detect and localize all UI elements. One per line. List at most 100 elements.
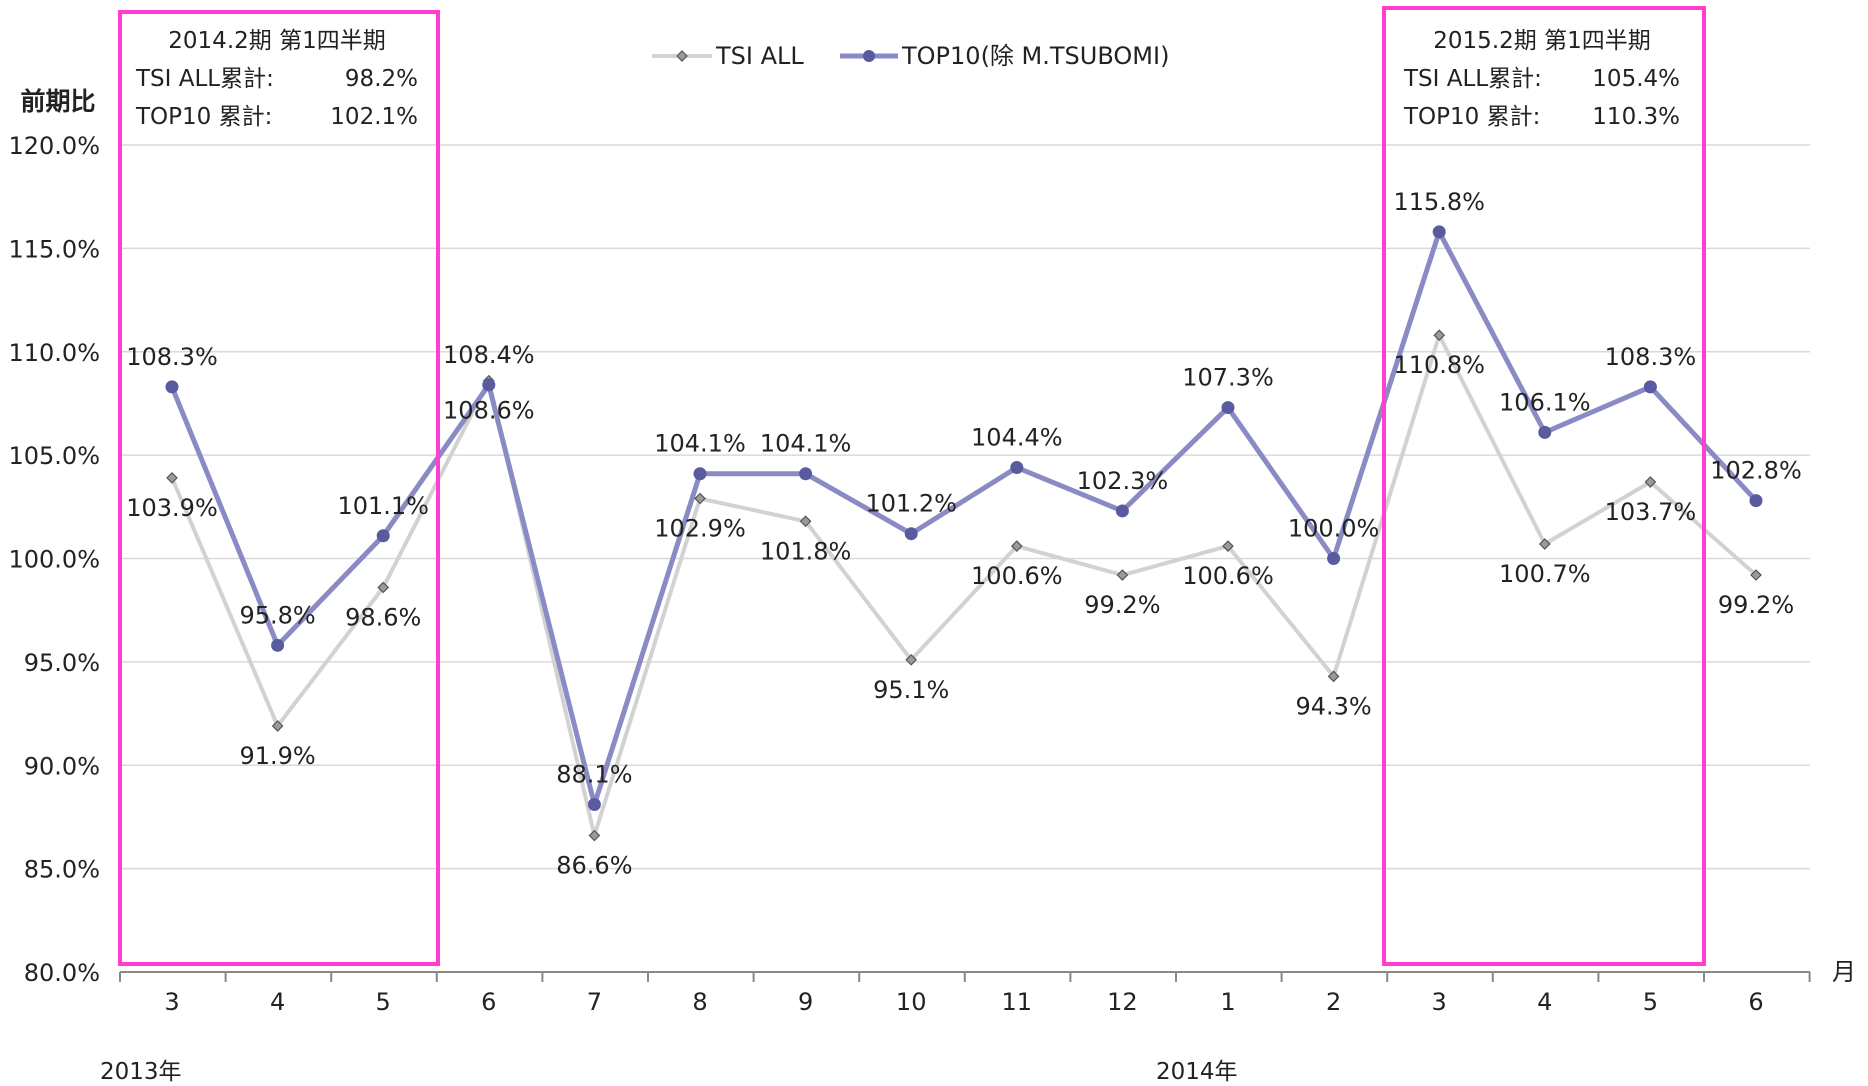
top10-data-label: 108.4%: [443, 341, 535, 369]
year-label-2014: 2014年: [1156, 1059, 1238, 1085]
box-left-row2-label: TOP10 累計:: [136, 104, 273, 130]
box-left-row1-label: TSI ALL累計:: [136, 66, 274, 92]
tsi-all-data-label: 108.6%: [443, 397, 535, 425]
top10-data-label: 88.1%: [556, 761, 632, 789]
tsi-all-point: [271, 720, 284, 732]
tsi-all-data-label: 99.2%: [1084, 591, 1160, 619]
box-left-text: 2014.2期 第1四半期 TSI ALL累計: 98.2% TOP10 累計:…: [136, 22, 418, 136]
x-tick-label: 2: [1326, 988, 1341, 1016]
top10-data-label: 104.4%: [971, 424, 1063, 452]
y-tick-label: 100.0%: [8, 546, 100, 574]
top10-point: [482, 378, 496, 392]
legend-label-top10: TOP10(除 M.TSUBOMI): [901, 42, 1169, 70]
y-tick-label: 110.0%: [8, 339, 100, 367]
tsi-all-point: [1116, 569, 1129, 581]
tsi-all-data-label: 102.9%: [654, 515, 746, 543]
x-axis-unit: 月: [1832, 958, 1856, 986]
highlight-box-left: [118, 10, 440, 966]
top10-data-label: 101.2%: [865, 490, 957, 518]
top10-data-label: 108.3%: [126, 343, 218, 371]
legend: TSI ALL TOP10(除 M.TSUBOMI): [652, 42, 1169, 70]
top10-point: [587, 798, 601, 812]
tsi-all-data-label: 100.7%: [1499, 560, 1591, 588]
x-tick-label: 11: [1002, 988, 1033, 1016]
tsi-all-point: [377, 581, 390, 594]
y-tick-label: 120.0%: [8, 132, 100, 160]
top10-data-label: 101.1%: [337, 492, 429, 520]
x-tick-label: 6: [481, 988, 496, 1016]
top10-point: [1538, 425, 1552, 439]
tsi-all-point: [694, 492, 706, 505]
top10-point: [1010, 461, 1024, 475]
tsi-all-data-label: 95.1%: [873, 676, 949, 704]
highlight-box-right: [1382, 6, 1706, 966]
x-tick-label: 3: [164, 988, 179, 1016]
top10-data-label: 104.1%: [760, 430, 852, 458]
top10-point: [165, 380, 179, 394]
top10-point: [1643, 380, 1657, 394]
x-tick-label: 3: [1432, 988, 1447, 1016]
y-axis-title: 前期比: [20, 87, 95, 116]
tsi-all-point: [588, 829, 601, 842]
box-left-row2-value: 102.1%: [330, 104, 418, 130]
x-tick-label: 6: [1748, 988, 1763, 1016]
legend-marker-top10: [863, 50, 875, 62]
tsi-all-point: [1010, 540, 1023, 552]
tsi-all-point: [166, 472, 178, 484]
x-tick-label: 10: [896, 988, 927, 1016]
tsi-all-data-label: 94.3%: [1295, 692, 1371, 720]
top10-data-label: 95.8%: [239, 601, 315, 629]
tsi-all-point: [905, 653, 918, 666]
x-tick-label: 12: [1107, 988, 1138, 1016]
top10-point: [1749, 494, 1763, 508]
legend-label-tsi-all: TSI ALL: [715, 42, 804, 70]
top10-data-label: 108.3%: [1605, 343, 1697, 371]
tsi-all-point: [1327, 670, 1340, 683]
y-tick-label: 105.0%: [8, 442, 100, 470]
tsi-all-data-label: 100.6%: [971, 562, 1063, 590]
box-left-row1-value: 98.2%: [344, 66, 418, 92]
y-tick-label: 115.0%: [8, 235, 100, 263]
tsi-all-data-label: 110.8%: [1393, 351, 1485, 379]
box-right-text: 2015.2期 第1四半期 TSI ALL累計: 105.4% TOP10 累計…: [1404, 22, 1680, 136]
y-tick-label: 90.0%: [24, 752, 100, 780]
tsi-all-data-label: 91.9%: [239, 742, 315, 770]
tsi-all-data-label: 86.6%: [556, 852, 632, 880]
top10-data-label: 115.8%: [1393, 188, 1485, 216]
x-tick-label: 1: [1220, 988, 1235, 1016]
tsi-all-data-label: 98.6%: [345, 603, 421, 631]
x-tick-label: 5: [376, 988, 391, 1016]
top10-point: [1432, 225, 1446, 239]
data-points: [165, 225, 1763, 842]
tsi-all-point: [1222, 540, 1234, 552]
top10-data-label: 102.3%: [1077, 467, 1169, 495]
x-tick-label: 9: [798, 988, 813, 1016]
top10-point: [376, 529, 390, 543]
top10-point: [271, 638, 285, 652]
top10-point: [693, 467, 707, 481]
tsi-all-point: [799, 515, 812, 528]
top10-point: [1327, 552, 1341, 565]
box-right-row1-value: 105.4%: [1592, 66, 1680, 92]
top10-data-label: 106.1%: [1499, 388, 1591, 416]
top10-point: [1115, 504, 1129, 518]
x-tick-label: 8: [692, 988, 707, 1016]
x-tick-label: 5: [1643, 988, 1658, 1016]
year-label-2013: 2013年: [100, 1059, 182, 1085]
data-labels: 108.3% 95.8% 101.1% 108.4% 88.1% 104.1% 104.1%…: [126, 188, 1802, 880]
box-right-row1-label: TSI ALL累計:: [1404, 66, 1542, 92]
tsi-all-point: [1750, 569, 1762, 581]
tsi-all-data-label: 103.9%: [126, 494, 218, 522]
top10-point: [904, 527, 918, 541]
tsi-all-point: [1644, 476, 1657, 488]
x-tick-label: 4: [1537, 988, 1552, 1016]
tsi-all-data-label: 99.2%: [1718, 591, 1794, 619]
tsi-all-point: [1538, 538, 1551, 550]
tsi-all-data-label: 100.6%: [1182, 562, 1274, 590]
box-right-title: 2015.2期 第1四半期: [1433, 28, 1651, 54]
box-right-row2-label: TOP10 累計:: [1404, 104, 1541, 130]
axes: 80.0%85.0%90.0%95.0%100.0%105.0%110.0%11…: [8, 87, 1856, 1016]
top10-data-label: 100.0%: [1288, 515, 1380, 543]
box-left-title: 2014.2期 第1四半期: [168, 28, 386, 54]
